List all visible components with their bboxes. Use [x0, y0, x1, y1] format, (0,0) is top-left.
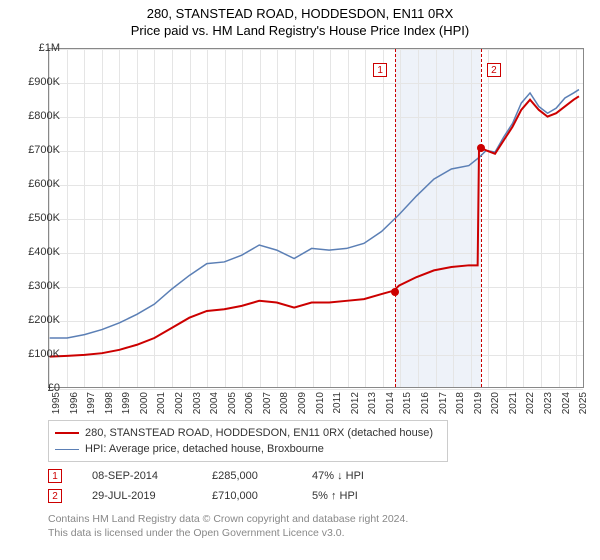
event-table-num: 2	[48, 489, 62, 503]
event-table-pct: 47% ↓ HPI	[312, 470, 392, 482]
series-hpi	[50, 90, 579, 338]
legend-swatch	[55, 432, 79, 434]
y-tick-label: £200K	[28, 314, 60, 326]
y-tick-label: £800K	[28, 110, 60, 122]
x-tick-label: 2016	[420, 392, 431, 414]
legend-row: 280, STANSTEAD ROAD, HODDESDON, EN11 0RX…	[55, 425, 441, 441]
x-tick-label: 2007	[262, 392, 273, 414]
x-tick-label: 2006	[244, 392, 255, 414]
legend-box: 280, STANSTEAD ROAD, HODDESDON, EN11 0RX…	[48, 420, 448, 462]
event-marker-dot	[391, 288, 399, 296]
y-tick-label: £700K	[28, 144, 60, 156]
y-tick-label: £1M	[39, 42, 60, 54]
x-tick-label: 2022	[525, 392, 536, 414]
x-tick-label: 2000	[139, 392, 150, 414]
event-table-date: 08-SEP-2014	[92, 470, 182, 482]
legend-label: 280, STANSTEAD ROAD, HODDESDON, EN11 0RX…	[85, 425, 433, 441]
footnote: Contains HM Land Registry data © Crown c…	[48, 512, 408, 540]
x-tick-label: 2020	[490, 392, 501, 414]
title-line-1: 280, STANSTEAD ROAD, HODDESDON, EN11 0RX	[0, 0, 600, 21]
x-tick-label: 2012	[350, 392, 361, 414]
legend-row: HPI: Average price, detached house, Brox…	[55, 441, 441, 457]
x-tick-label: 2021	[508, 392, 519, 414]
y-tick-label: £100K	[28, 348, 60, 360]
y-tick-label: £400K	[28, 246, 60, 258]
x-tick-label: 2025	[578, 392, 589, 414]
event-table-price: £710,000	[212, 490, 282, 502]
x-tick-label: 2018	[455, 392, 466, 414]
footnote-line-1: Contains HM Land Registry data © Crown c…	[48, 512, 408, 526]
events-table: 1 08-SEP-2014 £285,000 47% ↓ HPI 2 29-JUL-201…	[48, 466, 392, 506]
x-tick-label: 1997	[86, 392, 97, 414]
x-tick-label: 2019	[473, 392, 484, 414]
x-tick-label: 2013	[367, 392, 378, 414]
event-table-date: 29-JUL-2019	[92, 490, 182, 502]
x-tick-label: 1996	[69, 392, 80, 414]
x-tick-label: 2015	[402, 392, 413, 414]
x-tick-label: 2008	[279, 392, 290, 414]
event-marker-dot	[477, 144, 485, 152]
legend-label: HPI: Average price, detached house, Brox…	[85, 441, 324, 457]
event-table-pct: 5% ↑ HPI	[312, 490, 392, 502]
event-table-row: 2 29-JUL-2019 £710,000 5% ↑ HPI	[48, 486, 392, 506]
y-tick-label: £500K	[28, 212, 60, 224]
y-tick-label: £900K	[28, 76, 60, 88]
title-line-2: Price paid vs. HM Land Registry's House …	[0, 21, 600, 38]
x-tick-label: 2024	[561, 392, 572, 414]
x-tick-label: 2011	[332, 392, 343, 414]
event-table-price: £285,000	[212, 470, 282, 482]
x-tick-label: 2010	[315, 392, 326, 414]
chart-series-svg	[49, 49, 583, 387]
x-tick-label: 2009	[297, 392, 308, 414]
x-tick-label: 2023	[543, 392, 554, 414]
x-tick-label: 1998	[104, 392, 115, 414]
x-tick-label: 2002	[174, 392, 185, 414]
gridline-h	[49, 389, 583, 390]
x-tick-label: 2003	[192, 392, 203, 414]
x-tick-label: 1999	[121, 392, 132, 414]
x-tick-label: 2017	[438, 392, 449, 414]
x-tick-label: 2014	[385, 392, 396, 414]
x-tick-label: 2001	[156, 392, 167, 414]
chart-plot-area: 12	[48, 48, 584, 388]
y-tick-label: £600K	[28, 178, 60, 190]
event-table-row: 1 08-SEP-2014 £285,000 47% ↓ HPI	[48, 466, 392, 486]
y-tick-label: £300K	[28, 280, 60, 292]
x-tick-label: 2005	[227, 392, 238, 414]
x-tick-label: 1995	[51, 392, 62, 414]
event-table-num: 1	[48, 469, 62, 483]
footnote-line-2: This data is licensed under the Open Gov…	[48, 526, 408, 540]
x-tick-label: 2004	[209, 392, 220, 414]
legend-swatch	[55, 449, 79, 450]
